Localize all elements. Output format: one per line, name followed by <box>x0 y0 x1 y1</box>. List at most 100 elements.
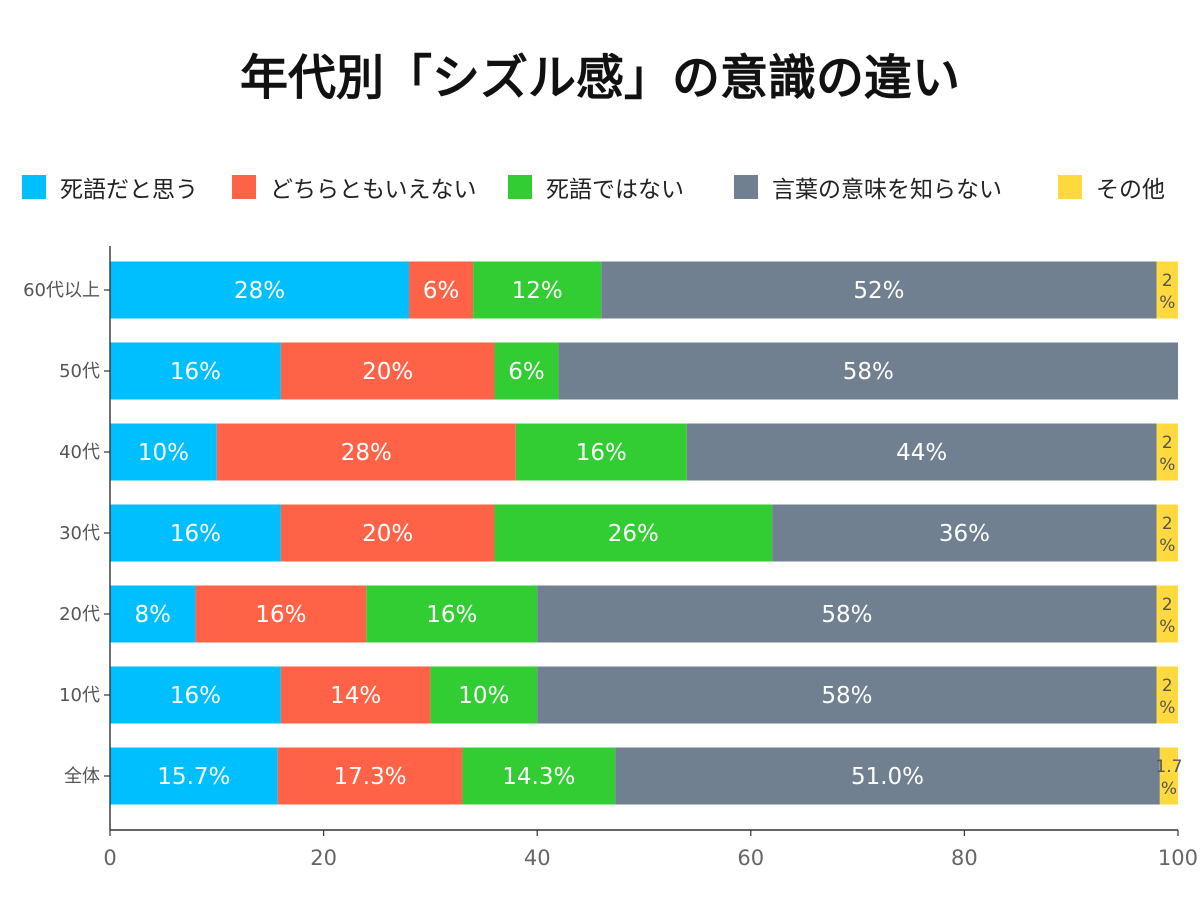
bar-segment <box>430 666 538 724</box>
bar-value-label: 58% <box>821 602 872 628</box>
bar-value-label: 2 <box>1162 514 1173 534</box>
bar-value-label: 2 <box>1162 676 1173 696</box>
legend-swatch <box>232 175 256 199</box>
bar-segment <box>110 342 281 400</box>
bar-value-label: 28% <box>341 440 392 466</box>
bar-segment <box>1156 261 1178 319</box>
bar-segment <box>110 747 278 805</box>
bar-value-label: 6% <box>423 278 460 304</box>
bar-value-label: 51.0% <box>851 764 924 790</box>
category-label: 30代 <box>59 523 100 544</box>
x-tick-label: 100 <box>1158 846 1198 870</box>
bar-value-label: 10% <box>138 440 189 466</box>
category-label: 全体 <box>64 766 100 787</box>
bar-segment <box>494 504 773 562</box>
bar-segment <box>537 585 1157 643</box>
bar-segment <box>1156 666 1178 724</box>
bar-value-label: 28% <box>234 278 285 304</box>
chart-legend: 死語だと思う どちらともいえない 死語ではない 言葉の意味を知らない その他 <box>22 170 1182 204</box>
bar-value-label: 2 <box>1162 271 1173 291</box>
bar-value-label: 58% <box>821 683 872 709</box>
bar-value-label: 6% <box>508 359 545 385</box>
legend-swatch <box>1058 175 1082 199</box>
legend-item: どちらともいえない <box>232 170 477 204</box>
bar-value-label: 20% <box>362 359 413 385</box>
legend-label: 死語だと思う <box>60 177 198 203</box>
bar-segment <box>110 261 410 319</box>
bar-value-label: % <box>1161 779 1177 799</box>
legend-item: その他 <box>1058 170 1165 204</box>
category-label: 10代 <box>59 685 100 706</box>
legend-label: どちらともいえない <box>270 177 477 203</box>
bar-segment <box>110 423 217 481</box>
legend-label: 死語ではない <box>546 177 684 203</box>
bar-segment <box>409 261 474 319</box>
bar-segment <box>601 261 1157 319</box>
bar-value-label: 44% <box>896 440 947 466</box>
legend-label: 言葉の意味を知らない <box>772 177 1002 203</box>
chart-title: 年代別「シズル感」の意識の違い <box>239 50 960 106</box>
bar-value-label: % <box>1159 455 1175 475</box>
bar-value-label: 36% <box>939 521 990 547</box>
bar-value-label: 16% <box>426 602 477 628</box>
bar-value-label: 14.3% <box>502 764 575 790</box>
x-tick-label: 20 <box>310 846 337 870</box>
bar-segment <box>686 423 1157 481</box>
bar-value-label: 26% <box>608 521 659 547</box>
bar-value-label: 10% <box>458 683 509 709</box>
x-tick-label: 40 <box>524 846 551 870</box>
legend-item: 死語ではない <box>508 170 684 204</box>
bar-value-label: % <box>1159 617 1175 637</box>
bar-value-label: % <box>1159 293 1175 313</box>
category-label: 60代以上 <box>23 280 100 301</box>
bar-value-label: 58% <box>843 359 894 385</box>
bar-segment <box>772 504 1157 562</box>
bar-segment <box>1156 423 1178 481</box>
bar-value-label: 52% <box>853 278 904 304</box>
bar-segment <box>366 585 538 643</box>
bar-value-label: 12% <box>512 278 563 304</box>
bar-segment <box>1159 747 1178 805</box>
x-tick-label: 80 <box>951 846 978 870</box>
bar-segment <box>277 747 463 805</box>
bar-segment <box>1156 504 1178 562</box>
legend-label: その他 <box>1096 177 1165 203</box>
legend-item: 死語だと思う <box>22 170 198 204</box>
bar-value-label: 17.3% <box>334 764 407 790</box>
bar-segment <box>280 342 495 400</box>
category-label: 50代 <box>59 361 100 382</box>
bar-value-label: 16% <box>170 521 221 547</box>
bar-segment <box>1156 585 1178 643</box>
bar-segment <box>280 666 431 724</box>
bar-segment <box>537 666 1157 724</box>
bar-segment <box>110 585 196 643</box>
bar-segment <box>280 504 495 562</box>
bar-value-label: % <box>1159 698 1175 718</box>
bar-value-label: 20% <box>362 521 413 547</box>
bar-value-label: 2 <box>1162 595 1173 615</box>
bar-value-label: 16% <box>170 683 221 709</box>
bar-value-label: 16% <box>255 602 306 628</box>
bar-segment <box>462 747 616 805</box>
bar-value-label: 16% <box>576 440 627 466</box>
legend-swatch <box>734 175 758 199</box>
legend-item: 言葉の意味を知らない <box>734 170 1002 204</box>
bar-segment <box>110 666 281 724</box>
bar-segment <box>494 342 559 400</box>
bar-value-label: 15.7% <box>157 764 230 790</box>
legend-swatch <box>22 175 46 199</box>
bar-value-label: 16% <box>170 359 221 385</box>
legend-swatch <box>508 175 532 199</box>
category-label: 40代 <box>59 442 100 463</box>
bar-segment <box>515 423 687 481</box>
bar-value-label: 2 <box>1162 433 1173 453</box>
bar-segment <box>615 747 1160 805</box>
bar-value-label: 1.7 <box>1155 757 1182 777</box>
x-tick-label: 60 <box>737 846 764 870</box>
bar-segment <box>110 504 281 562</box>
bar-segment <box>558 342 1178 400</box>
bar-segment <box>195 585 367 643</box>
bar-value-label: 14% <box>330 683 381 709</box>
bar-segment <box>216 423 516 481</box>
